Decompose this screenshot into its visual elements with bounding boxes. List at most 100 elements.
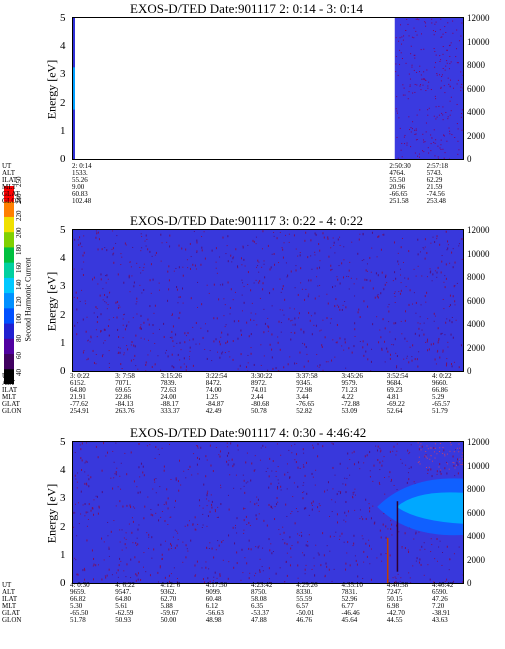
speckle (299, 351, 301, 354)
speckle (401, 156, 403, 158)
speckle (410, 444, 412, 446)
y-right-tick-label: 10000 (467, 248, 490, 259)
speckle (182, 541, 184, 543)
speckle (115, 473, 117, 476)
speckle (116, 300, 118, 303)
speckle (101, 491, 103, 494)
speckle (456, 447, 458, 449)
speckle (365, 542, 367, 545)
speckle (363, 354, 365, 357)
speckle (311, 333, 313, 336)
speckle (146, 532, 148, 534)
speckle (420, 49, 422, 51)
speckle (281, 247, 283, 249)
speckle (318, 510, 320, 512)
speckle (196, 560, 198, 563)
speckle (449, 44, 451, 46)
speckle (444, 467, 446, 470)
speckle (460, 464, 462, 466)
speckle (404, 547, 406, 550)
speckle (189, 358, 191, 360)
speckle (311, 504, 313, 506)
speckle (328, 568, 330, 571)
speckle (351, 452, 353, 454)
colorbar-swatch (4, 353, 14, 370)
speckle (338, 305, 340, 308)
speckle (119, 475, 121, 477)
speckle (450, 96, 452, 98)
speckle (139, 284, 141, 286)
speckle (408, 551, 410, 554)
speckle (145, 361, 147, 364)
speckle (435, 118, 437, 120)
speckle (277, 501, 279, 503)
speckle (344, 511, 346, 514)
speckle (297, 466, 299, 469)
speckle (253, 240, 255, 243)
speckle (460, 344, 462, 347)
speckle (153, 548, 155, 551)
speckle (206, 505, 208, 507)
speckle (444, 581, 446, 583)
speckle (78, 523, 80, 525)
speckle (189, 267, 191, 270)
speckle (321, 345, 323, 348)
ephemeris-row-label: GLAT (2, 609, 20, 617)
speckle (189, 350, 191, 352)
y-axis-label: Energy [eV] (44, 271, 59, 331)
speckle (396, 450, 398, 452)
speckle (437, 341, 439, 344)
speckle (389, 471, 391, 474)
speckle (275, 475, 277, 477)
ephemeris-value: 51.78 (70, 616, 86, 624)
speckle (180, 366, 182, 369)
speckle (167, 523, 169, 525)
speckle (449, 130, 451, 132)
speckle (412, 344, 414, 347)
speckle (454, 475, 456, 477)
speckle (416, 358, 418, 361)
speckle (243, 519, 245, 522)
speckle (219, 356, 221, 359)
speckle (130, 451, 132, 454)
speckle (401, 237, 403, 239)
speckle (229, 356, 231, 358)
speckle (76, 487, 78, 489)
speckle (158, 519, 160, 522)
speckle (395, 322, 397, 325)
speckle (264, 276, 266, 279)
y-tick-label: 1 (60, 548, 66, 561)
speckle (319, 249, 321, 252)
speckle (425, 454, 427, 456)
speckle (95, 445, 97, 448)
speckle (280, 485, 282, 488)
speckle (357, 311, 359, 314)
speckle (73, 268, 75, 270)
speckle (163, 322, 165, 325)
speckle (336, 304, 338, 306)
ephemeris-value: 4.81 (386, 393, 399, 401)
ephemeris-value: 3: 0:22 (70, 372, 90, 380)
speckle (368, 544, 370, 547)
ephemeris-value: -42.70 (386, 609, 405, 617)
speckle (354, 488, 356, 490)
speckle (90, 476, 92, 479)
speckle (82, 273, 84, 276)
speckle (370, 271, 372, 273)
speckle (297, 293, 299, 296)
speckle (165, 501, 167, 504)
speckle (244, 491, 246, 494)
speckle (84, 578, 86, 581)
speckle (411, 128, 413, 130)
speckle (270, 266, 272, 269)
speckle (248, 577, 250, 580)
speckle (314, 297, 316, 300)
speckle (93, 276, 95, 279)
speckle (164, 540, 166, 542)
speckle (171, 353, 173, 356)
y-tick-label: 1 (60, 124, 66, 137)
colorbar-swatch (4, 292, 14, 309)
speckle (331, 499, 333, 501)
speckle (143, 267, 145, 269)
speckle (420, 74, 422, 76)
